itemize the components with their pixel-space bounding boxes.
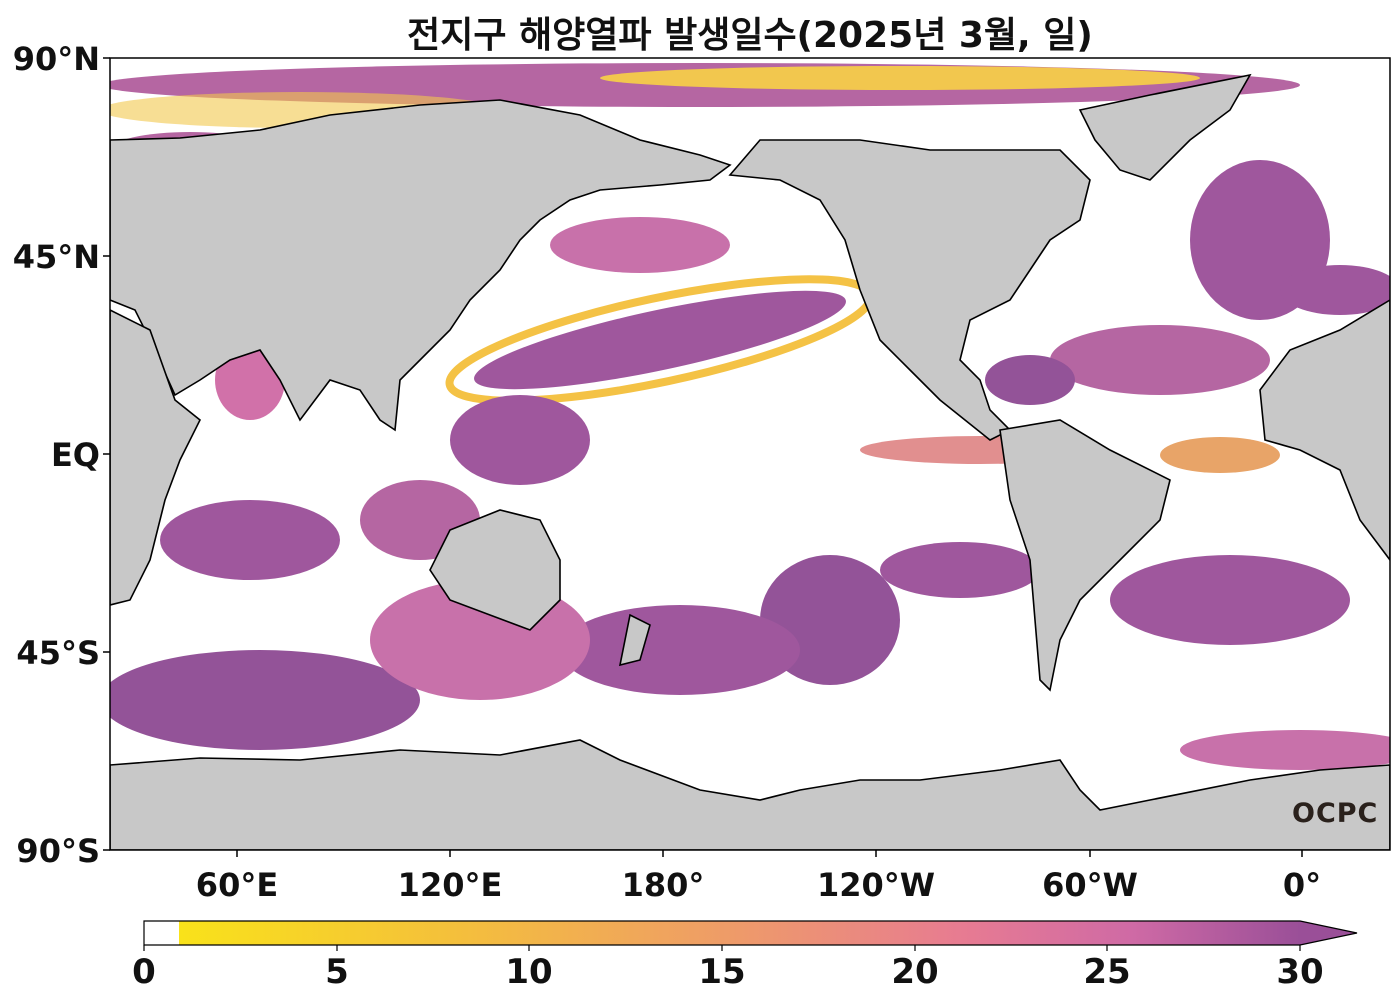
lon-label-60w: 60°W bbox=[1042, 866, 1138, 904]
axis-ticks bbox=[103, 57, 1303, 857]
lat-label-eq: EQ bbox=[50, 436, 100, 474]
colorbar-outline bbox=[143, 920, 1358, 946]
colorbar-extend-arrow bbox=[1300, 921, 1357, 945]
colorbar bbox=[143, 920, 1358, 951]
lon-label-120e: 120°E bbox=[397, 866, 503, 904]
landmass-south-america bbox=[999, 419, 1171, 692]
colorbar-gradient bbox=[179, 921, 1300, 945]
lat-label-45s: 45°S bbox=[16, 634, 100, 672]
lat-label-90s: 90°S bbox=[16, 832, 100, 870]
ocpc-logo: OCPC bbox=[1292, 798, 1379, 829]
colorbar-label-0: 0 bbox=[132, 952, 156, 992]
landmass-antarctica bbox=[110, 739, 1390, 850]
colorbar-label-10: 10 bbox=[505, 952, 553, 992]
land-masses bbox=[110, 73, 1390, 850]
landmass-africa bbox=[110, 309, 202, 606]
colorbar-label-15: 15 bbox=[698, 952, 746, 992]
heatwave-patches bbox=[110, 63, 1390, 770]
map-title: 전지구 해양열파 발생일수(2025년 3월, 일) bbox=[407, 15, 1093, 56]
colorbar-label-20: 20 bbox=[891, 952, 939, 992]
colorbar-label-25: 25 bbox=[1083, 952, 1131, 992]
lon-label-120w: 120°W bbox=[816, 866, 936, 904]
colorbar-label-5: 5 bbox=[325, 952, 349, 992]
colorbar-zero-segment bbox=[144, 921, 179, 945]
lon-label-60e: 60°E bbox=[195, 866, 279, 904]
colorbar-label-30: 30 bbox=[1276, 952, 1324, 992]
lat-label-90n: 90°N bbox=[12, 40, 100, 78]
landmass-greenland bbox=[1078, 73, 1252, 181]
lon-label-0: 0° bbox=[1282, 866, 1322, 904]
landmass-africa-west bbox=[1259, 299, 1390, 562]
landmass-eurasia bbox=[110, 99, 732, 432]
lon-label-180: 180° bbox=[621, 866, 705, 904]
lat-label-45n: 45°N bbox=[12, 238, 100, 276]
landmass-north-america bbox=[728, 139, 1091, 441]
landmass-new-zealand bbox=[618, 613, 651, 667]
map-plot-area bbox=[110, 58, 1390, 850]
landmass-australia bbox=[429, 509, 561, 631]
